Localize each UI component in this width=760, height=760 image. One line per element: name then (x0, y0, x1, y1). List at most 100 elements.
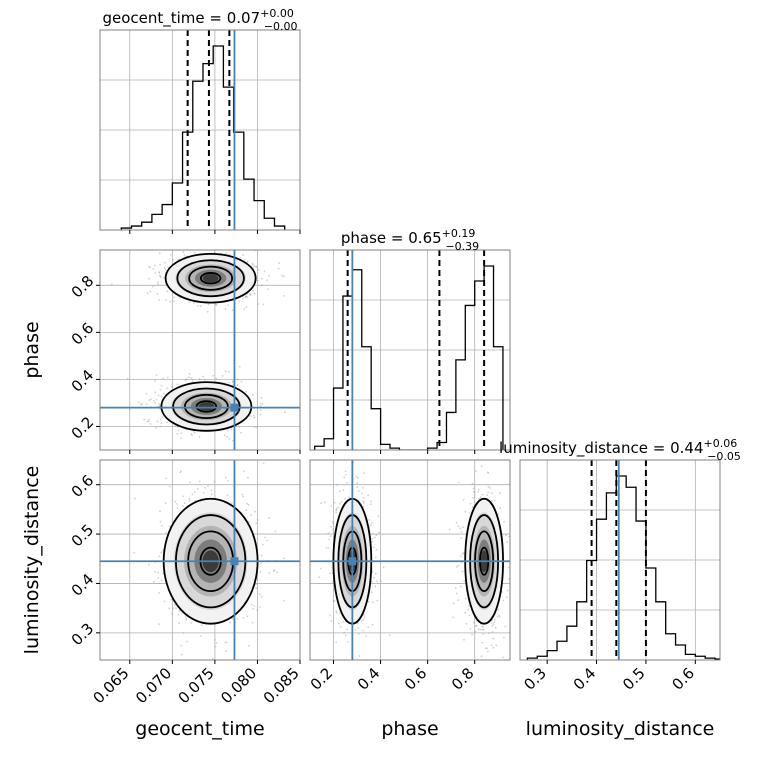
sample-point (462, 551, 465, 554)
sample-point (245, 306, 248, 309)
sample-point (180, 470, 182, 473)
sample-point (242, 495, 245, 498)
sample-point (468, 512, 471, 514)
sample-point (206, 310, 209, 313)
sample-point (372, 533, 374, 535)
tick-label-phase: 0.4 (354, 664, 384, 694)
sample-point (471, 506, 474, 509)
sample-point (325, 546, 328, 549)
sample-point (172, 258, 175, 261)
sample-point (177, 614, 180, 616)
sample-point (367, 626, 370, 628)
sample-point (370, 500, 372, 503)
sample-point (173, 296, 176, 299)
sample-point (210, 241, 212, 243)
sample-point (148, 418, 151, 421)
sample-point (266, 279, 269, 282)
sample-point (176, 503, 178, 505)
sample-point (335, 641, 338, 644)
sample-point (474, 630, 477, 633)
sample-point (168, 607, 171, 610)
sample-point (253, 416, 256, 419)
sample-point (245, 390, 248, 393)
sample-point (363, 614, 365, 616)
sample-point (482, 628, 485, 631)
sample-point (228, 370, 230, 373)
sample-point (369, 503, 372, 506)
sample-point (376, 599, 379, 602)
sample-point (474, 470, 477, 472)
sample-point (241, 493, 244, 496)
panel-frame (99, 459, 301, 661)
sample-point (328, 538, 331, 541)
sample-point (147, 420, 150, 423)
sample-point (254, 510, 256, 513)
sample-point (283, 599, 285, 602)
sample-point (477, 490, 480, 493)
sample-point (346, 628, 348, 631)
sample-point (457, 599, 460, 602)
sample-point (455, 566, 458, 568)
sample-point (332, 600, 335, 602)
sample-point (487, 471, 489, 474)
sample-point (375, 580, 378, 582)
sample-point (176, 433, 179, 435)
sample-point (160, 579, 163, 582)
sample-point (463, 638, 465, 641)
sample-point (354, 629, 357, 631)
sample-point (478, 497, 480, 500)
sample-point (165, 532, 168, 534)
tick-label-geocent_time: 0.075 (175, 664, 218, 707)
sample-point (482, 626, 484, 628)
sample-point (368, 519, 371, 521)
sample-point (182, 495, 185, 498)
sample-point (210, 493, 213, 496)
sample-point (357, 490, 360, 493)
sample-point (188, 499, 191, 502)
sample-point (152, 267, 155, 270)
sample-point (335, 509, 337, 512)
sample-point (472, 490, 475, 493)
sample-point (260, 554, 263, 557)
sample-point (230, 428, 233, 431)
sample-point (169, 525, 171, 527)
sample-point (329, 572, 331, 575)
sample-point (153, 264, 156, 267)
sample-point (213, 251, 216, 254)
sample-point (362, 487, 364, 489)
sample-point (166, 421, 168, 424)
sample-point (255, 522, 257, 525)
sample-point (249, 415, 252, 417)
sample-point (333, 600, 336, 603)
y-tick-label-luminosity_distance: 0.5 (68, 521, 98, 551)
sample-point (374, 585, 377, 588)
sample-point (158, 271, 161, 273)
sample-point (190, 247, 192, 249)
sample-point (281, 274, 283, 277)
sample-point (154, 272, 157, 274)
sample-point (267, 288, 270, 291)
tick-label-luminosity_distance: 0.3 (520, 664, 550, 694)
sample-point (487, 650, 489, 653)
sample-point (362, 497, 365, 499)
sample-point (196, 487, 199, 490)
sample-point (164, 502, 167, 504)
sample-point (198, 480, 201, 483)
sample-point (179, 471, 182, 474)
sample-point (253, 426, 256, 428)
sample-point (215, 304, 218, 306)
sample-point (197, 226, 199, 228)
sample-point (133, 552, 136, 554)
sample-point (159, 510, 161, 513)
axis-label-phase: phase (381, 718, 438, 740)
sample-point (335, 508, 338, 511)
tick-label-luminosity_distance: 0.5 (619, 664, 649, 694)
sample-point (246, 261, 249, 263)
sample-point (259, 413, 262, 416)
sample-point (163, 600, 166, 603)
sample-point (157, 571, 159, 574)
sample-point (507, 578, 510, 580)
sample-point (481, 625, 483, 628)
sample-point (474, 491, 476, 494)
sample-point (273, 569, 276, 572)
